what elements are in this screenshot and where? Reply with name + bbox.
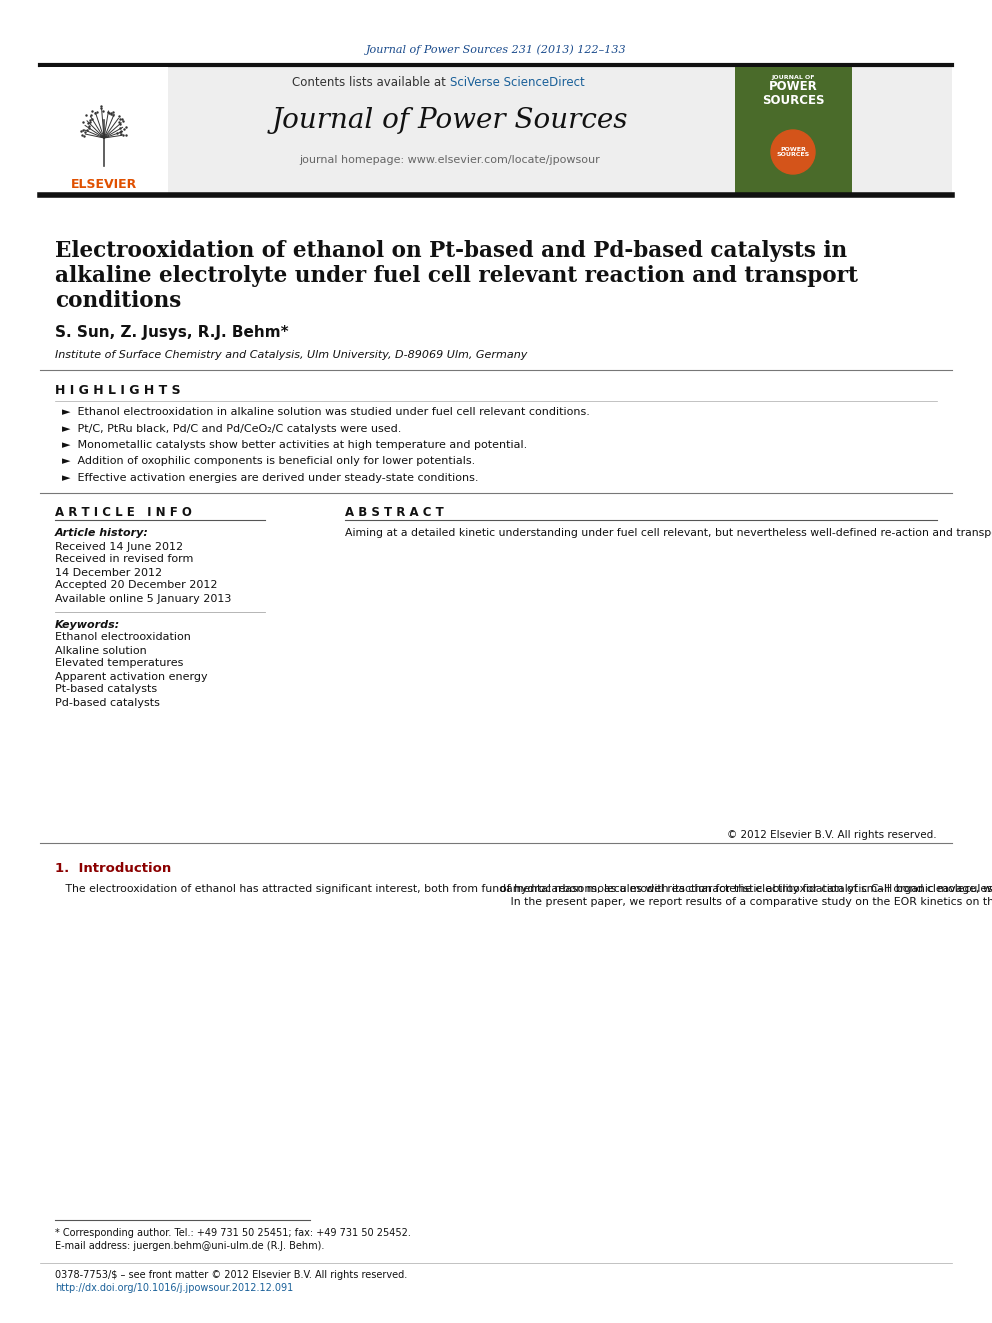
- Text: Pd-based catalysts: Pd-based catalysts: [55, 697, 160, 708]
- Text: 0378-7753/$ – see front matter © 2012 Elsevier B.V. All rights reserved.: 0378-7753/$ – see front matter © 2012 El…: [55, 1270, 408, 1279]
- Text: ►  Monometallic catalysts show better activities at high temperature and potenti: ► Monometallic catalysts show better act…: [62, 441, 528, 450]
- Text: Aiming at a detailed kinetic understanding under fuel cell relevant, but neverth: Aiming at a detailed kinetic understandi…: [345, 528, 992, 538]
- Text: of hydrocarbon molecules with its characteristic ability for catalytic C–H bond : of hydrocarbon molecules with its charac…: [500, 884, 992, 908]
- Text: http://dx.doi.org/10.1016/j.jpowsour.2012.12.091: http://dx.doi.org/10.1016/j.jpowsour.201…: [55, 1283, 294, 1293]
- Text: Received in revised form: Received in revised form: [55, 554, 193, 565]
- Text: 1.  Introduction: 1. Introduction: [55, 863, 172, 875]
- Bar: [40, 67, 168, 193]
- Text: * Corresponding author. Tel.: +49 731 50 25451; fax: +49 731 50 25452.: * Corresponding author. Tel.: +49 731 50…: [55, 1228, 411, 1238]
- Text: Contents lists available at: Contents lists available at: [293, 77, 450, 90]
- Text: JOURNAL OF: JOURNAL OF: [771, 74, 814, 79]
- Text: POWER
SOURCES: POWER SOURCES: [777, 147, 809, 157]
- Text: A R T I C L E   I N F O: A R T I C L E I N F O: [55, 505, 191, 519]
- Text: Article history:: Article history:: [55, 528, 149, 538]
- Text: ►  Effective activation energies are derived under steady-state conditions.: ► Effective activation energies are deri…: [62, 474, 478, 483]
- Text: Keywords:: Keywords:: [55, 619, 120, 630]
- Text: Accepted 20 December 2012: Accepted 20 December 2012: [55, 581, 217, 590]
- Text: E-mail address: juergen.behm@uni-ulm.de (R.J. Behm).: E-mail address: juergen.behm@uni-ulm.de …: [55, 1241, 324, 1252]
- Text: ►  Addition of oxophilic components is beneficial only for lower potentials.: ► Addition of oxophilic components is be…: [62, 456, 475, 467]
- Bar: [735, 67, 852, 193]
- Text: POWER
SOURCES: POWER SOURCES: [762, 79, 824, 106]
- Text: Journal of Power Sources 231 (2013) 122–133: Journal of Power Sources 231 (2013) 122–…: [366, 45, 626, 56]
- Text: Pt-based catalysts: Pt-based catalysts: [55, 684, 157, 695]
- Text: Ethanol electrooxidation: Ethanol electrooxidation: [55, 632, 190, 643]
- Text: conditions: conditions: [55, 290, 182, 312]
- Text: journal homepage: www.elsevier.com/locate/jpowsour: journal homepage: www.elsevier.com/locat…: [300, 155, 600, 165]
- Text: Available online 5 January 2013: Available online 5 January 2013: [55, 594, 231, 603]
- Text: S. Sun, Z. Jusys, R.J. Behm*: S. Sun, Z. Jusys, R.J. Behm*: [55, 325, 289, 340]
- Text: Alkaline solution: Alkaline solution: [55, 646, 147, 655]
- Text: SciVerse ScienceDirect: SciVerse ScienceDirect: [450, 77, 584, 90]
- Circle shape: [771, 130, 815, 175]
- Text: Apparent activation energy: Apparent activation energy: [55, 672, 207, 681]
- Text: ELSEVIER: ELSEVIER: [70, 179, 137, 192]
- Text: © 2012 Elsevier B.V. All rights reserved.: © 2012 Elsevier B.V. All rights reserved…: [727, 830, 937, 840]
- Text: The electrooxidation of ethanol has attracted significant interest, both from fu: The electrooxidation of ethanol has attr…: [55, 884, 992, 894]
- Text: A B S T R A C T: A B S T R A C T: [345, 505, 443, 519]
- Text: Elevated temperatures: Elevated temperatures: [55, 659, 184, 668]
- Text: Electrooxidation of ethanol on Pt-based and Pd-based catalysts in: Electrooxidation of ethanol on Pt-based …: [55, 239, 847, 262]
- Text: 14 December 2012: 14 December 2012: [55, 568, 162, 578]
- Text: Received 14 June 2012: Received 14 June 2012: [55, 541, 184, 552]
- Bar: [40, 67, 952, 193]
- Text: Institute of Surface Chemistry and Catalysis, Ulm University, D-89069 Ulm, Germa: Institute of Surface Chemistry and Catal…: [55, 351, 528, 360]
- Text: alkaline electrolyte under fuel cell relevant reaction and transport: alkaline electrolyte under fuel cell rel…: [55, 265, 858, 287]
- Text: ►  Pt/C, PtRu black, Pd/C and Pd/CeO₂/C catalysts were used.: ► Pt/C, PtRu black, Pd/C and Pd/CeO₂/C c…: [62, 423, 402, 434]
- Text: H I G H L I G H T S: H I G H L I G H T S: [55, 384, 181, 397]
- Text: ►  Ethanol electrooxidation in alkaline solution was studied under fuel cell rel: ► Ethanol electrooxidation in alkaline s…: [62, 407, 590, 417]
- Text: Journal of Power Sources: Journal of Power Sources: [272, 106, 628, 134]
